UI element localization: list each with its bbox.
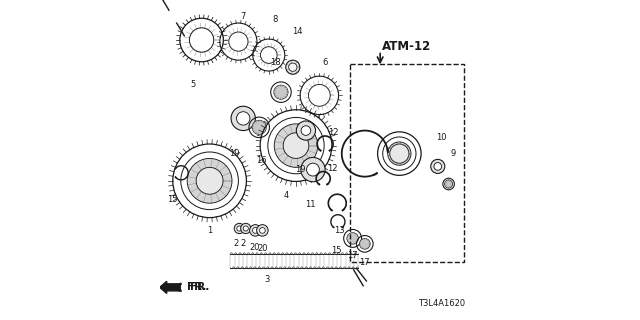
- Circle shape: [285, 60, 300, 74]
- Circle shape: [283, 133, 309, 158]
- Text: 15: 15: [167, 195, 177, 204]
- Text: 2: 2: [241, 239, 246, 248]
- Bar: [351, 64, 464, 262]
- Text: 6: 6: [323, 58, 328, 67]
- Circle shape: [431, 159, 445, 173]
- Circle shape: [243, 226, 248, 231]
- Text: T3L4A1620: T3L4A1620: [418, 300, 465, 308]
- Text: 17: 17: [360, 258, 370, 267]
- Text: 17: 17: [348, 252, 358, 260]
- Circle shape: [252, 120, 266, 134]
- Circle shape: [231, 106, 255, 131]
- Circle shape: [274, 85, 288, 99]
- Text: 12: 12: [328, 128, 339, 137]
- Text: 8: 8: [273, 15, 278, 24]
- Text: 1: 1: [207, 226, 212, 235]
- Text: 15: 15: [332, 246, 342, 255]
- Circle shape: [253, 228, 259, 233]
- Text: 14: 14: [292, 27, 303, 36]
- Text: 5: 5: [190, 80, 195, 89]
- Text: ATM-12: ATM-12: [383, 40, 431, 53]
- Circle shape: [445, 180, 452, 188]
- FancyArrow shape: [160, 281, 180, 293]
- Text: 19: 19: [229, 149, 239, 158]
- Circle shape: [234, 223, 244, 234]
- Text: 4: 4: [284, 191, 289, 200]
- Text: 19: 19: [295, 165, 305, 174]
- Text: 2: 2: [233, 239, 238, 248]
- Circle shape: [434, 163, 442, 170]
- Text: 10: 10: [436, 133, 446, 142]
- Circle shape: [196, 167, 223, 194]
- Circle shape: [187, 158, 232, 203]
- Circle shape: [301, 157, 325, 182]
- Text: 9: 9: [450, 149, 456, 158]
- Text: 18: 18: [271, 58, 281, 67]
- Text: 20: 20: [257, 244, 268, 253]
- Circle shape: [301, 126, 311, 135]
- Circle shape: [296, 121, 316, 140]
- Circle shape: [347, 233, 358, 244]
- Circle shape: [237, 226, 242, 231]
- Text: 11: 11: [305, 200, 316, 209]
- Text: 7: 7: [240, 12, 245, 20]
- Text: 13: 13: [334, 226, 344, 235]
- Text: FR.: FR.: [189, 282, 209, 292]
- Text: FR.: FR.: [187, 282, 206, 292]
- Circle shape: [388, 142, 411, 165]
- Circle shape: [241, 223, 251, 234]
- Circle shape: [307, 163, 319, 176]
- Text: 16: 16: [257, 156, 267, 164]
- Text: 3: 3: [264, 276, 270, 284]
- Circle shape: [360, 238, 370, 249]
- Circle shape: [289, 63, 297, 71]
- Circle shape: [237, 112, 250, 125]
- Circle shape: [275, 124, 317, 167]
- Text: 12: 12: [327, 164, 337, 172]
- Circle shape: [260, 228, 265, 233]
- Circle shape: [390, 144, 409, 163]
- Text: 20: 20: [250, 243, 260, 252]
- Circle shape: [257, 225, 268, 236]
- Circle shape: [250, 225, 261, 236]
